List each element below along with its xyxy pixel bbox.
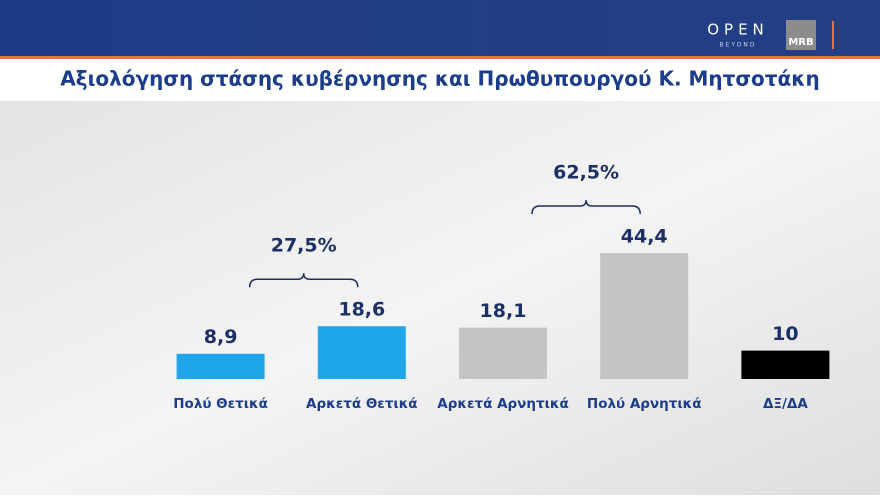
chart-title: Αξιολόγηση στάσης κυβέρνησης και Πρωθυπο… xyxy=(60,67,819,91)
logo-brand: OPEN xyxy=(707,21,769,39)
logo-partner-box xyxy=(786,20,816,50)
x-tick-label: Πολύ Αρνητικά xyxy=(587,396,702,412)
logo-tagline: BEYOND xyxy=(719,42,756,49)
bar xyxy=(600,253,689,379)
bracket xyxy=(531,199,641,215)
logo-divider xyxy=(832,21,834,49)
value-label: 18,1 xyxy=(480,300,527,322)
value-label: 44,4 xyxy=(621,226,668,248)
x-tick-label: Αρκετά Αρνητικά xyxy=(437,396,568,412)
bar xyxy=(459,327,547,379)
bar xyxy=(741,350,830,379)
value-label: 8,9 xyxy=(204,326,238,348)
x-tick-label: ΔΞ/ΔΑ xyxy=(763,396,808,412)
bar xyxy=(317,326,406,379)
group-total-label: 62,5% xyxy=(553,162,619,184)
value-label: 18,6 xyxy=(338,299,385,321)
chart-background xyxy=(0,101,880,495)
header-band xyxy=(0,0,880,56)
title-band xyxy=(0,59,880,101)
logo-partner: MRB xyxy=(788,37,813,48)
group-total-label: 27,5% xyxy=(271,235,337,257)
value-label: 10 xyxy=(772,323,798,345)
bar xyxy=(176,353,265,379)
x-tick-label: Πολύ Θετικά xyxy=(173,396,268,412)
x-tick-label: Αρκετά Θετικά xyxy=(306,396,418,412)
header-accent xyxy=(0,56,880,59)
